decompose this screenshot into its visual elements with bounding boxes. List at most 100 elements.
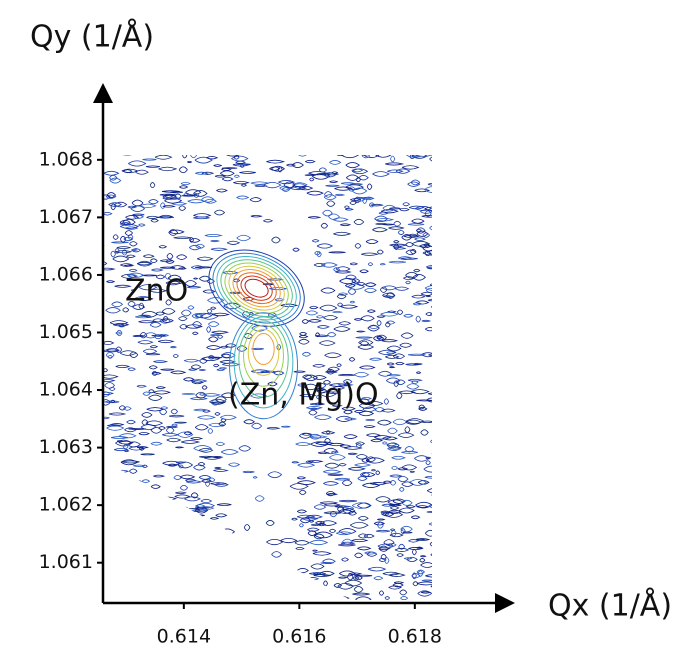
noise-contour xyxy=(150,484,161,489)
noise-contour xyxy=(149,512,166,517)
noise-contour xyxy=(156,594,170,600)
noise-contour xyxy=(324,462,340,469)
noise-contour xyxy=(183,377,195,382)
noise-contour xyxy=(164,197,183,204)
noise-contour xyxy=(128,494,139,497)
noise-contour xyxy=(398,507,415,514)
noise-contour xyxy=(410,248,417,255)
noise-contour xyxy=(166,425,178,428)
noise-contour xyxy=(173,475,182,480)
noise-contour xyxy=(176,588,185,595)
noise-contour xyxy=(299,331,308,336)
noise-contour xyxy=(358,515,369,521)
noise-contour xyxy=(210,399,221,406)
noise-contour xyxy=(199,369,207,371)
noise-contour xyxy=(179,474,196,480)
noise-contour xyxy=(291,517,298,521)
noise-contour xyxy=(192,321,202,328)
noise-contour xyxy=(411,240,431,247)
noise-contour xyxy=(136,498,149,503)
noise-contour xyxy=(382,512,395,517)
noise-contour xyxy=(156,596,166,599)
noise-contour xyxy=(184,431,193,436)
y-axis-label: Qy (1/Å) xyxy=(30,19,154,55)
noise-contour xyxy=(432,437,450,442)
noise-contour xyxy=(122,495,135,501)
noise-contour xyxy=(220,449,239,455)
noise-contour xyxy=(137,260,153,267)
noise-contour xyxy=(306,190,324,196)
noise-contour xyxy=(431,295,432,301)
noise-contour xyxy=(216,188,228,193)
noise-contour xyxy=(134,529,141,534)
noise-contour xyxy=(289,571,304,577)
noise-contour xyxy=(190,590,197,594)
noise-contour xyxy=(339,570,356,577)
noise-contour xyxy=(103,261,108,266)
noise-contour xyxy=(208,477,216,483)
noise-contour xyxy=(201,479,212,483)
noise-contour xyxy=(411,573,421,579)
noise-contour xyxy=(180,309,192,317)
noise-contour xyxy=(118,440,134,445)
noise-contour xyxy=(220,345,229,349)
noise-contour xyxy=(415,300,430,305)
noise-contour xyxy=(401,450,418,454)
noise-contour xyxy=(434,288,445,293)
noise-contour xyxy=(323,172,337,178)
noise-contour xyxy=(298,185,314,191)
noise-contour xyxy=(193,445,213,452)
noise-contour xyxy=(411,380,419,385)
noise-contour xyxy=(429,283,432,287)
noise-contour xyxy=(159,408,168,416)
noise-contour xyxy=(404,446,415,453)
noise-contour xyxy=(204,233,223,238)
noise-contour xyxy=(141,412,153,418)
noise-contour xyxy=(424,210,432,217)
noise-contour xyxy=(130,509,143,516)
noise-contour xyxy=(176,588,194,594)
noise-contour xyxy=(345,174,360,181)
noise-contour xyxy=(377,543,395,549)
noise-contour xyxy=(150,441,163,446)
noise-contour xyxy=(151,268,164,272)
noise-contour xyxy=(395,168,411,174)
noise-contour xyxy=(119,433,137,439)
noise-contour xyxy=(304,580,313,585)
noise-contour xyxy=(127,594,142,600)
noise-contour xyxy=(307,577,320,581)
noise-contour xyxy=(355,177,361,183)
noise-contour xyxy=(412,302,423,306)
noise-contour xyxy=(284,597,292,600)
noise-contour xyxy=(323,580,328,587)
noise-contour xyxy=(222,167,238,170)
noise-contour xyxy=(179,580,190,585)
noise-contour xyxy=(265,520,275,526)
noise-contour xyxy=(342,508,356,514)
noise-contour xyxy=(386,377,401,384)
noise-contour xyxy=(149,182,156,189)
noise-contour xyxy=(399,589,408,596)
noise-contour xyxy=(186,480,203,484)
noise-contour xyxy=(116,329,123,337)
noise-contour xyxy=(426,266,432,270)
noise-contour xyxy=(145,165,161,168)
noise-contour xyxy=(338,374,356,377)
noise-contour xyxy=(338,509,353,514)
noise-contour xyxy=(358,533,369,539)
noise-contour xyxy=(351,168,369,175)
noise-contour xyxy=(200,498,213,504)
noise-contour xyxy=(383,480,393,484)
noise-contour xyxy=(407,353,426,356)
noise-contour xyxy=(322,469,342,474)
noise-contour xyxy=(298,523,304,528)
background-contours xyxy=(103,155,450,600)
noise-contour xyxy=(200,532,215,538)
noise-contour xyxy=(182,155,188,159)
noise-contour xyxy=(324,352,342,359)
noise-contour xyxy=(373,335,385,342)
noise-contour xyxy=(350,198,361,202)
noise-contour xyxy=(346,573,354,581)
noise-contour xyxy=(375,470,381,476)
noise-contour xyxy=(137,296,154,301)
